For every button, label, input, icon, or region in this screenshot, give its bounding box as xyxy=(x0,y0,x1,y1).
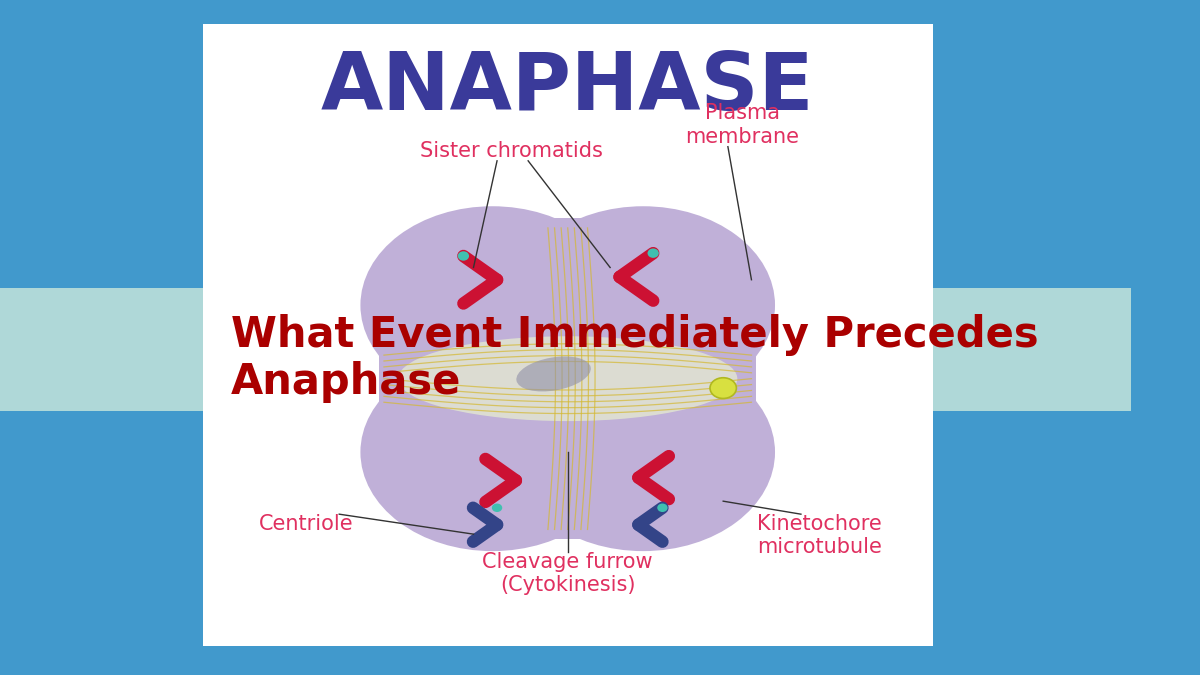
Bar xyxy=(379,303,756,454)
Ellipse shape xyxy=(511,353,775,551)
Bar xyxy=(492,219,643,539)
Ellipse shape xyxy=(398,336,737,421)
Text: Kinetochore
microtubule: Kinetochore microtubule xyxy=(757,514,882,558)
Ellipse shape xyxy=(516,356,590,392)
Text: Cleavage furrow
(Cytokinesis): Cleavage furrow (Cytokinesis) xyxy=(482,552,653,595)
Ellipse shape xyxy=(710,378,737,398)
FancyBboxPatch shape xyxy=(203,24,932,646)
Bar xyxy=(0,288,1130,410)
Text: Anaphase: Anaphase xyxy=(230,361,461,403)
Text: What Event Immediately Precedes: What Event Immediately Precedes xyxy=(230,314,1038,356)
Ellipse shape xyxy=(457,251,469,261)
Text: Sister chromatids: Sister chromatids xyxy=(420,141,602,161)
Ellipse shape xyxy=(360,353,624,551)
Ellipse shape xyxy=(492,504,503,512)
Ellipse shape xyxy=(648,248,659,258)
Text: ANAPHASE: ANAPHASE xyxy=(320,49,815,128)
Ellipse shape xyxy=(360,207,624,404)
Text: Centriole: Centriole xyxy=(259,514,354,534)
Text: Plasma
membrane: Plasma membrane xyxy=(685,103,799,146)
Ellipse shape xyxy=(511,207,775,404)
Ellipse shape xyxy=(658,504,667,512)
